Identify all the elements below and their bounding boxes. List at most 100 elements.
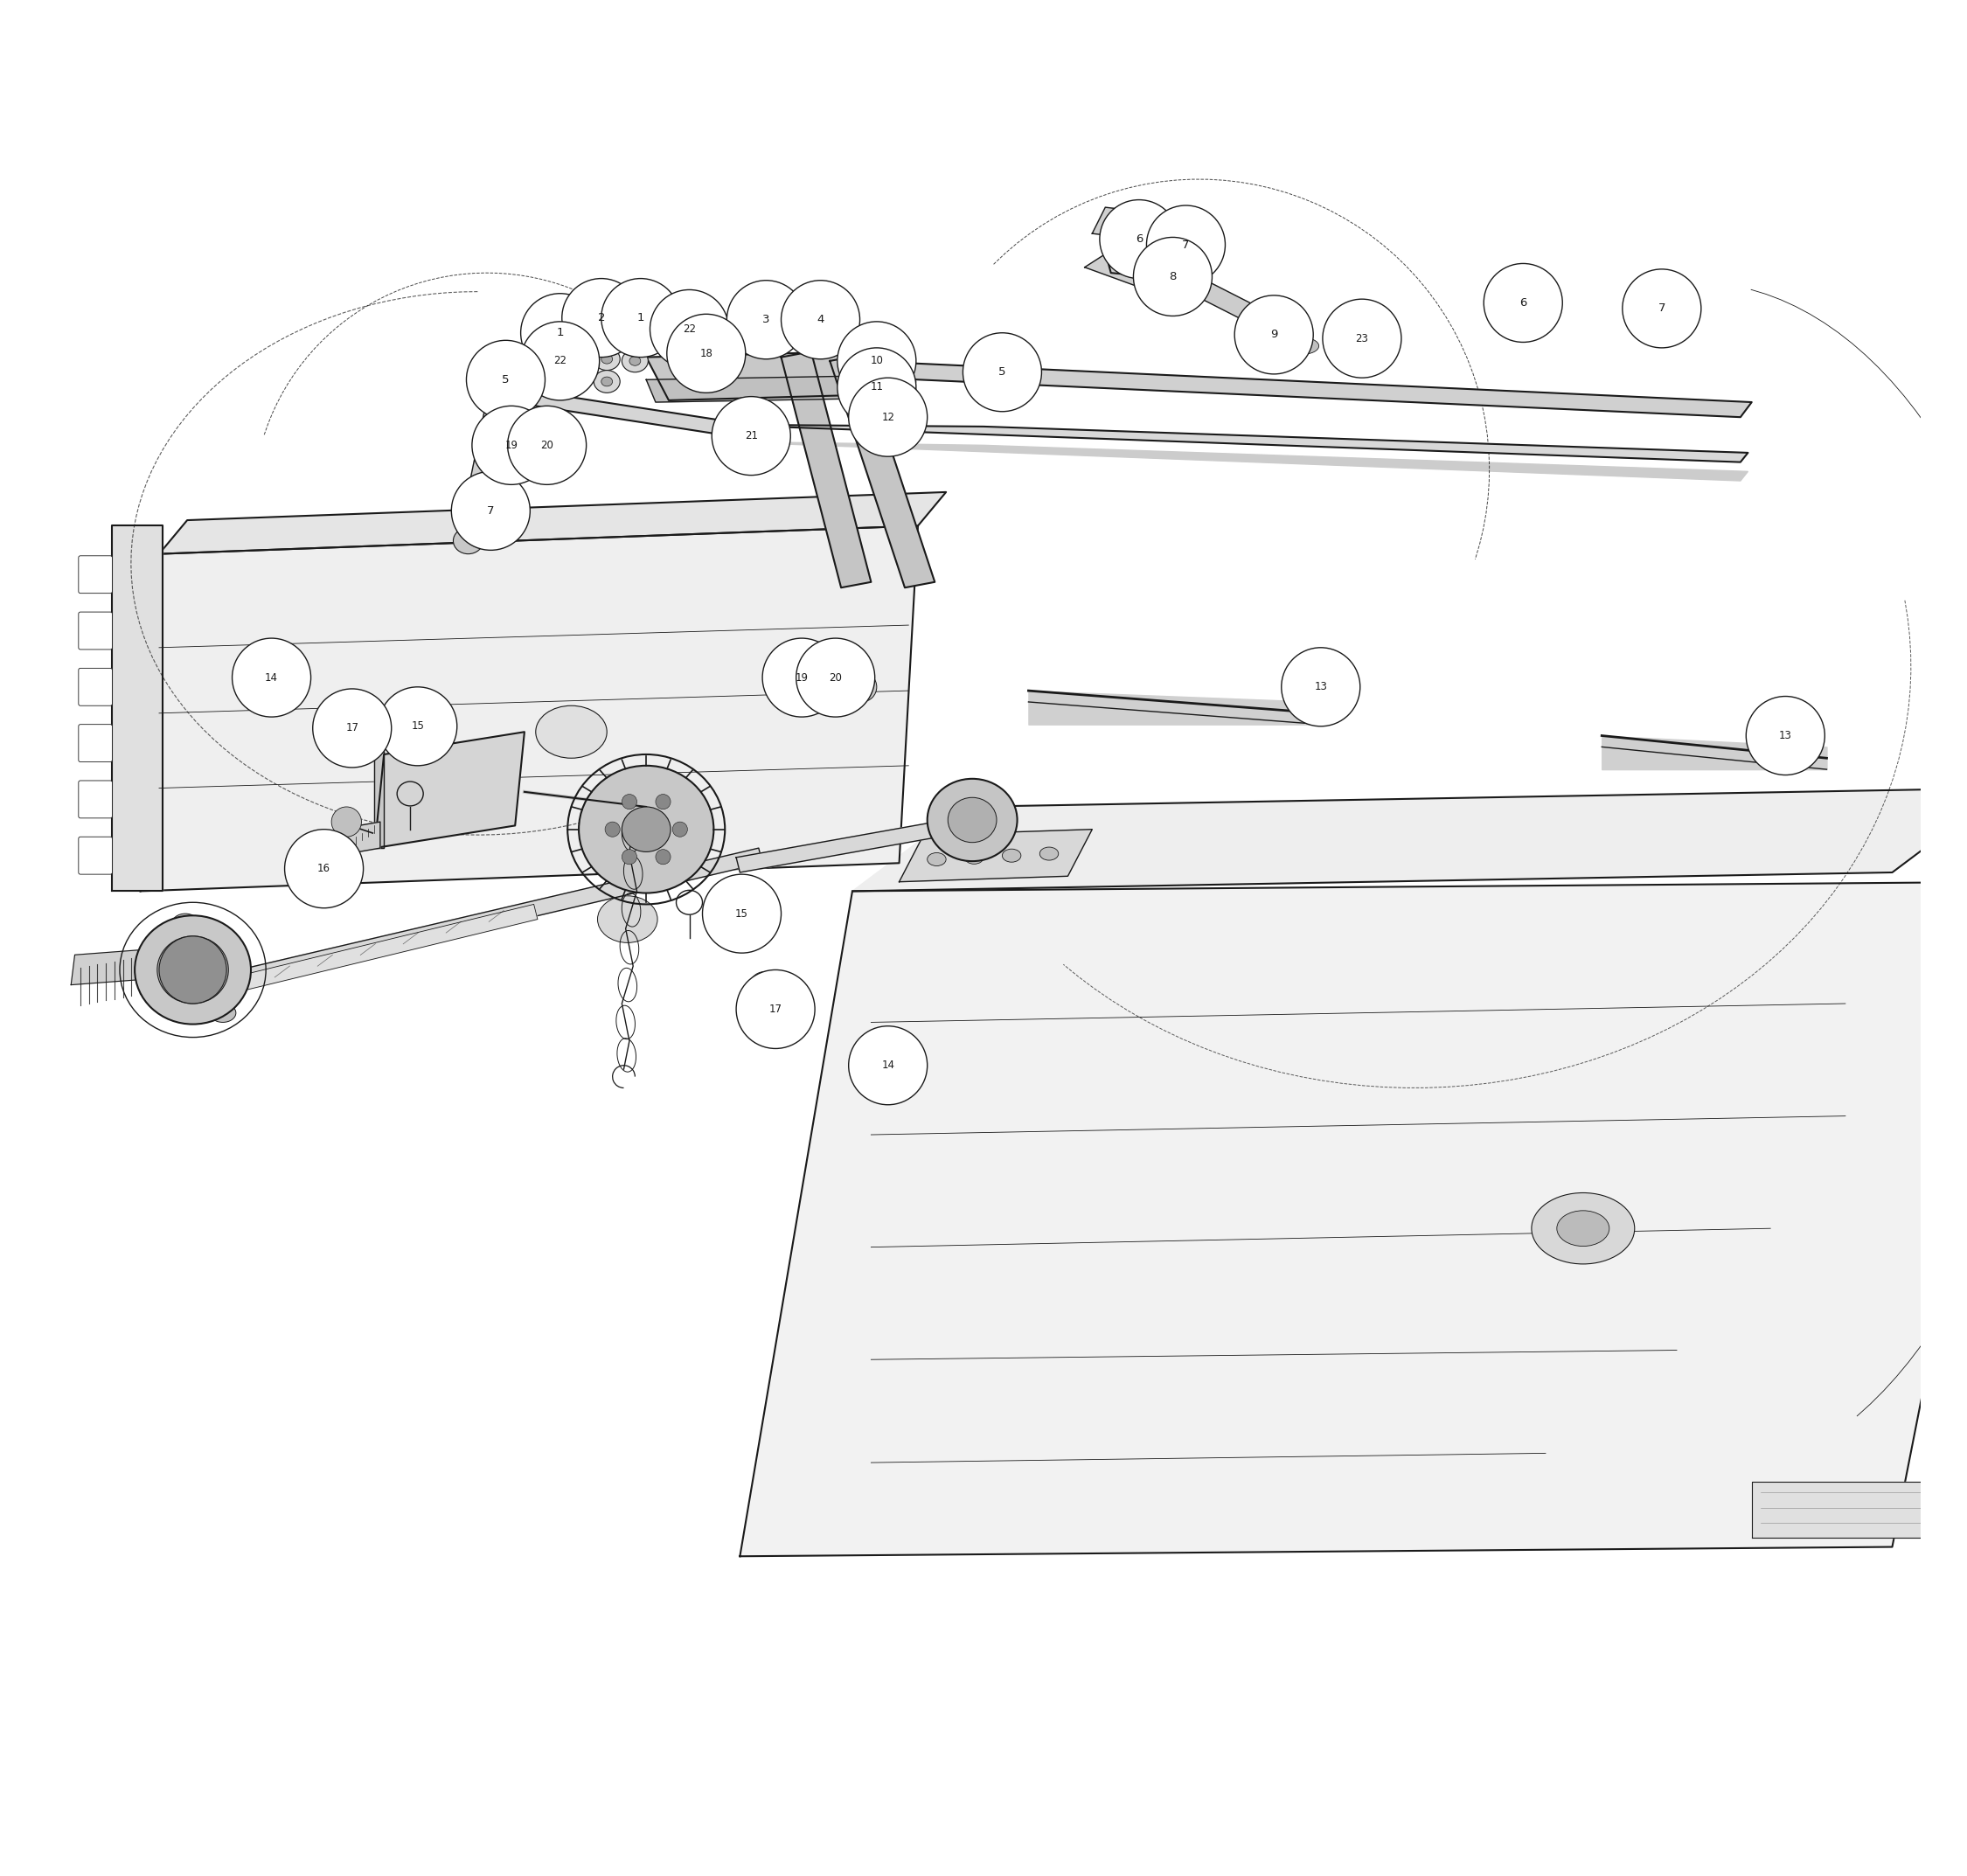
Text: 21: 21 (745, 430, 757, 441)
Text: 15: 15 (411, 720, 425, 732)
FancyBboxPatch shape (79, 724, 112, 762)
Ellipse shape (1041, 848, 1058, 861)
Circle shape (1483, 263, 1562, 341)
Circle shape (472, 405, 551, 484)
Circle shape (521, 321, 600, 400)
Ellipse shape (864, 370, 897, 386)
Text: 11: 11 (869, 381, 883, 392)
Polygon shape (781, 351, 871, 587)
Circle shape (504, 433, 533, 463)
Ellipse shape (714, 336, 740, 358)
Polygon shape (647, 351, 871, 400)
Circle shape (1235, 295, 1314, 373)
Ellipse shape (722, 343, 732, 353)
Polygon shape (852, 788, 1967, 891)
Ellipse shape (926, 854, 946, 867)
Polygon shape (899, 829, 1092, 882)
Text: 7: 7 (1182, 238, 1190, 251)
Circle shape (655, 794, 671, 809)
Polygon shape (488, 388, 749, 433)
Text: 7: 7 (488, 505, 494, 516)
Polygon shape (71, 947, 175, 985)
Text: 7: 7 (1658, 302, 1666, 313)
Polygon shape (718, 424, 1749, 461)
Circle shape (332, 807, 362, 837)
Text: 8: 8 (1168, 270, 1176, 281)
Ellipse shape (964, 852, 984, 865)
Circle shape (702, 874, 781, 953)
Circle shape (1100, 201, 1178, 278)
Ellipse shape (157, 936, 228, 1004)
Circle shape (285, 829, 364, 908)
Ellipse shape (159, 927, 250, 1009)
Text: 4: 4 (816, 313, 824, 325)
Polygon shape (740, 882, 1967, 1557)
Ellipse shape (846, 368, 879, 385)
Text: 13: 13 (1778, 730, 1792, 741)
Ellipse shape (1239, 330, 1273, 347)
Ellipse shape (1003, 850, 1021, 863)
Circle shape (232, 638, 311, 717)
Text: 14: 14 (881, 1060, 895, 1071)
Polygon shape (163, 904, 537, 1009)
Ellipse shape (565, 368, 590, 390)
Text: 12: 12 (881, 411, 895, 422)
Polygon shape (374, 732, 525, 848)
Ellipse shape (578, 765, 714, 893)
Polygon shape (1084, 250, 1170, 289)
Polygon shape (159, 848, 763, 1004)
Text: 19: 19 (506, 439, 517, 450)
Polygon shape (336, 822, 380, 855)
Circle shape (797, 638, 875, 717)
Ellipse shape (883, 373, 917, 390)
Ellipse shape (565, 345, 590, 368)
Circle shape (622, 850, 637, 865)
Circle shape (529, 433, 559, 463)
Ellipse shape (598, 897, 657, 942)
Ellipse shape (864, 385, 897, 401)
Circle shape (667, 313, 745, 392)
Ellipse shape (594, 347, 620, 370)
Ellipse shape (602, 355, 612, 364)
Polygon shape (112, 525, 163, 891)
Ellipse shape (134, 915, 252, 1024)
Ellipse shape (594, 370, 620, 392)
Ellipse shape (629, 356, 641, 366)
Circle shape (563, 278, 641, 356)
Circle shape (521, 293, 600, 371)
Text: 1: 1 (637, 311, 645, 323)
Circle shape (1147, 206, 1225, 283)
Polygon shape (1092, 208, 1137, 236)
Ellipse shape (1556, 1210, 1609, 1246)
Text: 2: 2 (598, 311, 606, 323)
Text: 20: 20 (541, 439, 553, 450)
Circle shape (606, 822, 620, 837)
Circle shape (1133, 236, 1212, 315)
Circle shape (1747, 696, 1825, 775)
Circle shape (466, 340, 545, 418)
Polygon shape (1103, 244, 1170, 278)
Circle shape (673, 822, 686, 837)
FancyBboxPatch shape (79, 612, 112, 649)
Circle shape (622, 794, 637, 809)
Text: 3: 3 (763, 313, 769, 325)
Circle shape (159, 936, 226, 1004)
Circle shape (450, 471, 529, 550)
FancyBboxPatch shape (79, 780, 112, 818)
Text: 10: 10 (869, 355, 883, 366)
Circle shape (749, 972, 779, 1002)
Text: 17: 17 (769, 1004, 783, 1015)
Polygon shape (647, 375, 871, 401)
Ellipse shape (846, 398, 879, 415)
Circle shape (602, 278, 681, 356)
Polygon shape (458, 388, 506, 535)
Circle shape (728, 280, 806, 358)
Circle shape (838, 321, 917, 400)
Ellipse shape (883, 388, 917, 405)
Ellipse shape (926, 779, 1017, 861)
Text: 6: 6 (1519, 296, 1526, 308)
Polygon shape (159, 492, 946, 553)
Circle shape (1623, 268, 1701, 347)
Ellipse shape (535, 705, 608, 758)
Circle shape (736, 970, 814, 1049)
